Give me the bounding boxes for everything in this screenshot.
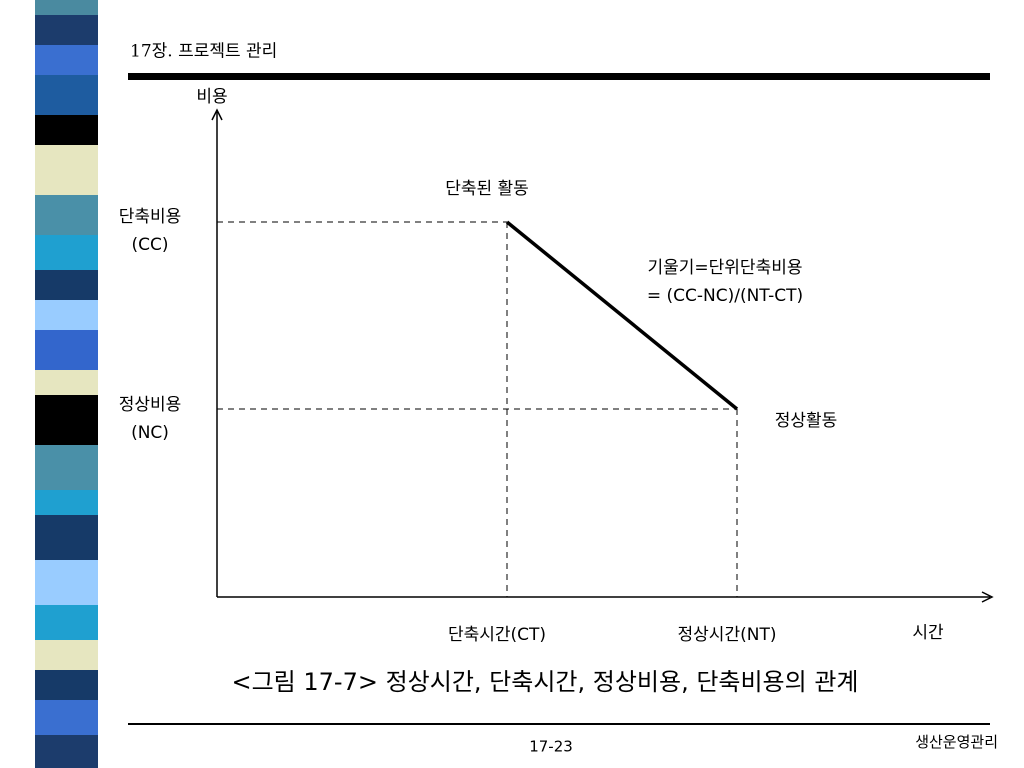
normal-activity-label: 정상활동 [775,411,838,431]
axes [211,108,994,603]
slope-label: 기울기=단위단축비용 [647,258,802,278]
normal-cost-symbol: (NC) [131,423,169,443]
side-stripe [35,0,98,768]
x-axis-label: 시간 [912,623,944,643]
figure-caption: <그림 17-7> 정상시간, 단축시간, 정상비용, 단축비용의 관계 [231,668,858,696]
guide-lines [217,221,738,597]
course-name: 생산운영관리 [915,733,998,751]
slope-formula: = (CC-NC)/(NT-CT) [647,286,803,306]
header-rule [128,73,990,80]
header-title: 17장. 프로젝트 관리 [130,42,277,62]
crash-cost-label: 단축비용 [119,207,182,227]
crash-time-label: 단축시간(CT) [448,625,546,645]
normal-time-label: 정상시간(NT) [678,625,777,645]
footer-rule [128,723,990,725]
crash-activity-label: 단축된 활동 [445,179,529,199]
page-number: 17-23 [529,738,573,756]
crash-cost-symbol: (CC) [131,235,168,255]
y-axis-label: 비용 [196,87,227,107]
cost-slope-line [505,220,739,411]
normal-cost-label: 정상비용 [119,395,182,415]
